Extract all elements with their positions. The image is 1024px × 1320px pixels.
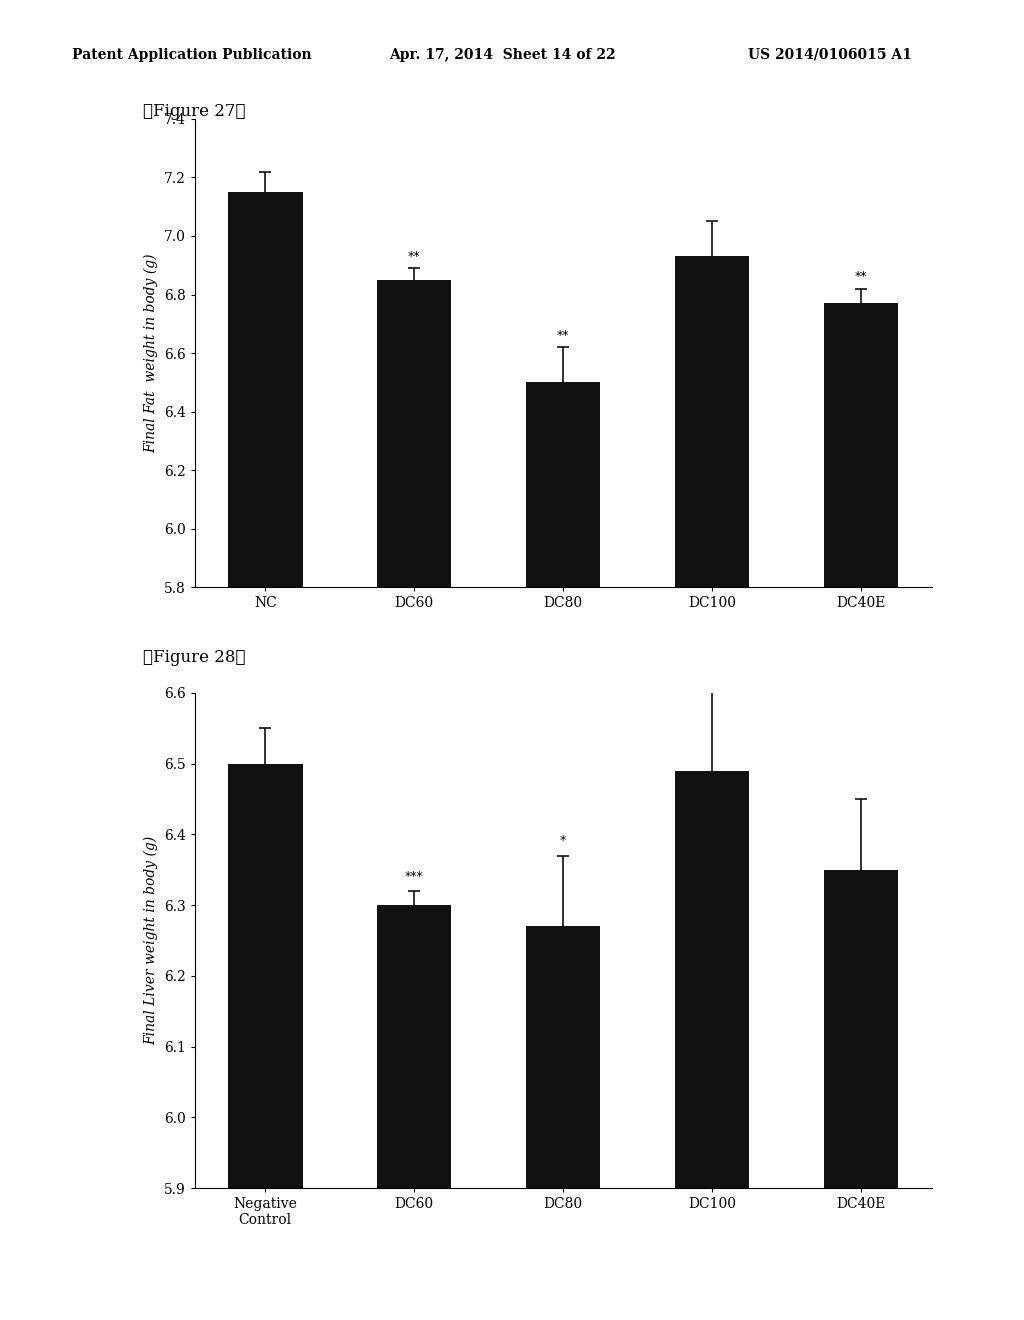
Text: **: ** (557, 329, 569, 342)
Bar (824, 870, 898, 1320)
Text: Patent Application Publication: Patent Application Publication (72, 48, 311, 62)
Bar (228, 191, 302, 1320)
Bar (675, 771, 750, 1320)
Text: **: ** (408, 249, 421, 263)
Text: 【Figure 28】: 【Figure 28】 (143, 649, 246, 667)
Text: 【Figure 27】: 【Figure 27】 (143, 103, 246, 120)
Bar (377, 280, 452, 1320)
Text: US 2014/0106015 A1: US 2014/0106015 A1 (748, 48, 911, 62)
Bar (526, 383, 600, 1320)
Y-axis label: Final Liver weight in body (g): Final Liver weight in body (g) (143, 836, 158, 1045)
Bar (675, 256, 750, 1320)
Text: **: ** (855, 271, 867, 284)
Bar (228, 764, 302, 1320)
Text: ***: *** (404, 870, 424, 883)
Bar (377, 906, 452, 1320)
Bar (824, 304, 898, 1320)
Text: *: * (560, 834, 566, 847)
Text: Apr. 17, 2014  Sheet 14 of 22: Apr. 17, 2014 Sheet 14 of 22 (389, 48, 615, 62)
Y-axis label: Final Fat  weight in body (g): Final Fat weight in body (g) (143, 253, 158, 453)
Bar (526, 927, 600, 1320)
